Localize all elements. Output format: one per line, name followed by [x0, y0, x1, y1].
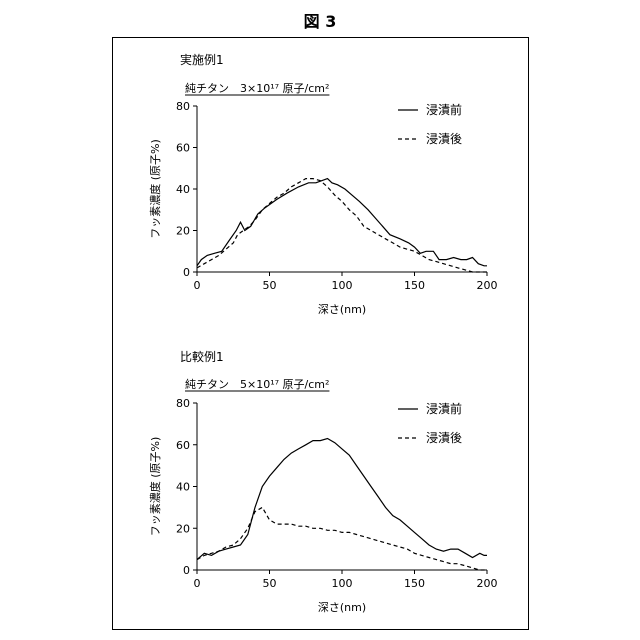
panel1-subtitle: 純チタン 3×10¹⁷ 原子/cm²: [185, 82, 329, 95]
panel1-y-tick-label: 0: [183, 266, 190, 279]
panel1-y-tick-label: 60: [176, 142, 190, 155]
panel2-x-tick-label: 150: [404, 577, 425, 590]
panel2-example-label: 比較例1: [180, 349, 224, 364]
panel2-y-tick-label: 80: [176, 397, 190, 410]
panel2-x-tick-label: 50: [263, 577, 277, 590]
panel2-series-before-line: [197, 439, 487, 560]
panel1-example-label: 実施例1: [180, 52, 224, 67]
panel2-x-axis-label: 深さ(nm): [318, 601, 366, 614]
panel2-x-tick-label: 200: [477, 577, 498, 590]
panel1-legend-label: 浸漬前: [426, 102, 462, 117]
panel2-y-tick-label: 60: [176, 439, 190, 452]
panel2-subtitle: 純チタン 5×10¹⁷ 原子/cm²: [185, 378, 329, 391]
panel1-legend-label: 浸漬後: [426, 131, 462, 146]
panel1-x-tick-label: 200: [477, 279, 498, 292]
panel2-y-tick-label: 0: [183, 564, 190, 577]
panel1-x-tick-label: 100: [332, 279, 353, 292]
panel1-x-tick-label: 50: [263, 279, 277, 292]
panel1-y-tick-label: 80: [176, 100, 190, 113]
panel2-legend-label: 浸漬前: [426, 401, 462, 416]
panel1-y-tick-label: 20: [176, 225, 190, 238]
panel1-series-before-line: [197, 179, 487, 266]
panel2-y-axis-label: フッ素濃度 (原子%): [148, 437, 162, 537]
panel1-x-axis-label: 深さ(nm): [318, 303, 366, 316]
panel2-y-tick-label: 20: [176, 522, 190, 535]
panel1-y-axis-label: フッ素濃度 (原子%): [148, 139, 162, 239]
panel2-y-tick-label: 40: [176, 481, 190, 494]
panel2-x-tick-label: 100: [332, 577, 353, 590]
panel1-x-tick-label: 150: [404, 279, 425, 292]
panel2-legend-label: 浸漬後: [426, 430, 462, 445]
panel1-y-tick-label: 40: [176, 183, 190, 196]
panel2-series-after-line: [197, 507, 487, 570]
panel1-series-after-line: [197, 179, 487, 272]
panel2-x-tick-label: 0: [194, 577, 201, 590]
panel1-x-tick-label: 0: [194, 279, 201, 292]
